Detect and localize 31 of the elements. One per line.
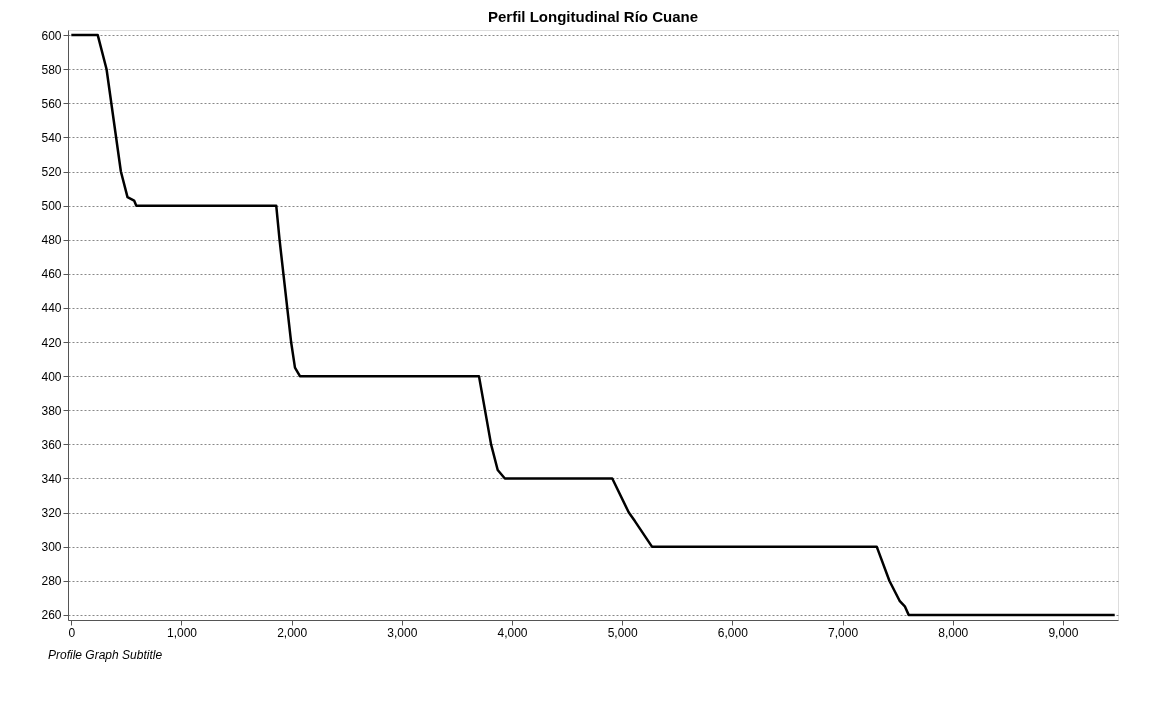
- y-tick-label: 360: [41, 437, 62, 452]
- x-tick-label: 7,000: [828, 625, 859, 640]
- x-tick-label: 2,000: [277, 625, 308, 640]
- y-tick-label: 300: [41, 540, 62, 555]
- y-tick-label: 560: [41, 96, 62, 111]
- y-tick-label: 280: [41, 574, 62, 589]
- y-tick-label: 460: [41, 267, 62, 282]
- x-tick-label: 0: [68, 625, 76, 640]
- y-tick-label: 480: [41, 233, 62, 248]
- chart-title: Perfil Longitudinal Río Cuane: [488, 8, 698, 26]
- y-tick-label: 400: [41, 369, 62, 384]
- line-series: [70, 33, 1116, 617]
- x-tick-label: 1,000: [166, 625, 198, 640]
- y-tick-label: 500: [41, 199, 62, 214]
- x-tick-label: 8,000: [938, 625, 969, 640]
- x-tick-label: 3,000: [387, 625, 418, 640]
- y-tick-label: 540: [41, 130, 62, 145]
- x-tick-label: 5,000: [607, 625, 639, 640]
- x-tick-label: 6,000: [717, 625, 749, 640]
- y-tick-label: 320: [41, 506, 62, 521]
- y-tick-label: 340: [41, 471, 62, 486]
- y-tick-label: 520: [41, 165, 62, 180]
- y-tick-label: 380: [41, 403, 62, 418]
- y-tick-label: 580: [41, 62, 62, 77]
- x-tick-label: 9,000: [1048, 625, 1079, 640]
- y-tick-label: 600: [41, 28, 62, 43]
- y-tick-label: 420: [41, 335, 62, 350]
- x-tick-label: 4,000: [497, 625, 528, 640]
- y-tick-label: 440: [41, 301, 62, 316]
- text: Profile Graph Subtitle: [48, 648, 163, 662]
- y-tick-label: 260: [41, 608, 62, 623]
